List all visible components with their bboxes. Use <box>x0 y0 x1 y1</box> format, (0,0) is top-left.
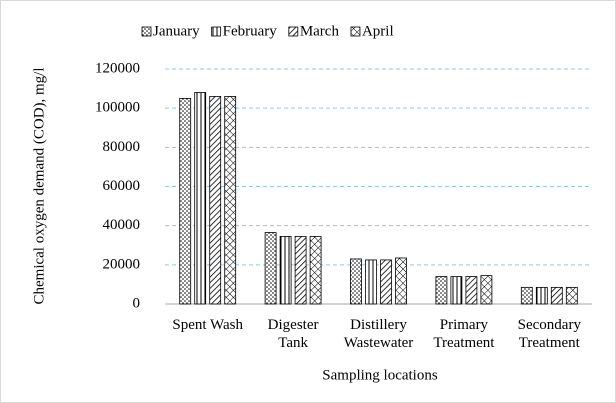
bar <box>365 259 377 305</box>
legend-label: March <box>300 23 340 39</box>
x-axis-label: Sampling locations <box>322 367 438 383</box>
y-tick-label: 20000 <box>103 256 141 272</box>
bar <box>294 236 307 305</box>
y-axis-label: Chemical oxygen demand (COD), mg/l <box>31 67 47 304</box>
x-tick-label: Distillery Wastewater <box>344 317 414 351</box>
legend: January February March April <box>141 23 394 39</box>
bar <box>209 96 222 305</box>
y-tick-label: 80000 <box>103 139 141 155</box>
bar <box>480 275 493 305</box>
bar <box>450 276 463 305</box>
x-tick-label-line: Tank <box>278 335 308 351</box>
bar <box>395 257 407 305</box>
x-tick-label-line: Primary <box>440 317 489 333</box>
bar <box>435 276 448 305</box>
legend-label: February <box>223 23 278 39</box>
bar <box>520 286 533 305</box>
y-tick-label: 60000 <box>103 178 141 194</box>
bar <box>535 286 548 305</box>
x-tick-label-line: Wastewater <box>344 335 414 351</box>
bar <box>179 97 192 305</box>
y-tick-label: 40000 <box>103 217 141 233</box>
legend-label: April <box>362 23 394 39</box>
bar <box>264 232 277 305</box>
legend-swatch <box>288 26 299 37</box>
bar <box>350 258 362 305</box>
y-tick-label: 100000 <box>95 100 140 116</box>
y-tick-label: 120000 <box>95 60 140 76</box>
x-tick-label-line: Spent Wash <box>172 317 243 333</box>
legend-swatch <box>211 26 222 37</box>
bar <box>465 276 478 305</box>
x-tick-label-line: Distillery <box>350 317 407 333</box>
x-tick-label-line: Treatment <box>519 335 581 351</box>
x-tick-label: Digester Tank <box>268 317 319 351</box>
x-tick-label: Primary Treatment <box>433 317 495 351</box>
bar <box>380 259 392 305</box>
y-tick-label: 0 <box>133 295 141 311</box>
x-tick-label-line: Secondary <box>518 317 582 333</box>
x-tick-label: Secondary Treatment <box>518 317 582 351</box>
legend-label: January <box>153 23 200 39</box>
bar <box>565 286 578 305</box>
x-tick-label-line: Digester <box>268 317 319 333</box>
bar <box>550 286 563 305</box>
bar <box>224 96 237 305</box>
x-tick-label-line: Treatment <box>433 335 495 351</box>
legend-swatch <box>141 26 152 37</box>
x-tick-label: Spent Wash <box>172 317 243 333</box>
legend-swatch <box>350 26 361 37</box>
bar <box>309 236 322 305</box>
bar <box>279 236 292 305</box>
bar <box>194 92 207 305</box>
